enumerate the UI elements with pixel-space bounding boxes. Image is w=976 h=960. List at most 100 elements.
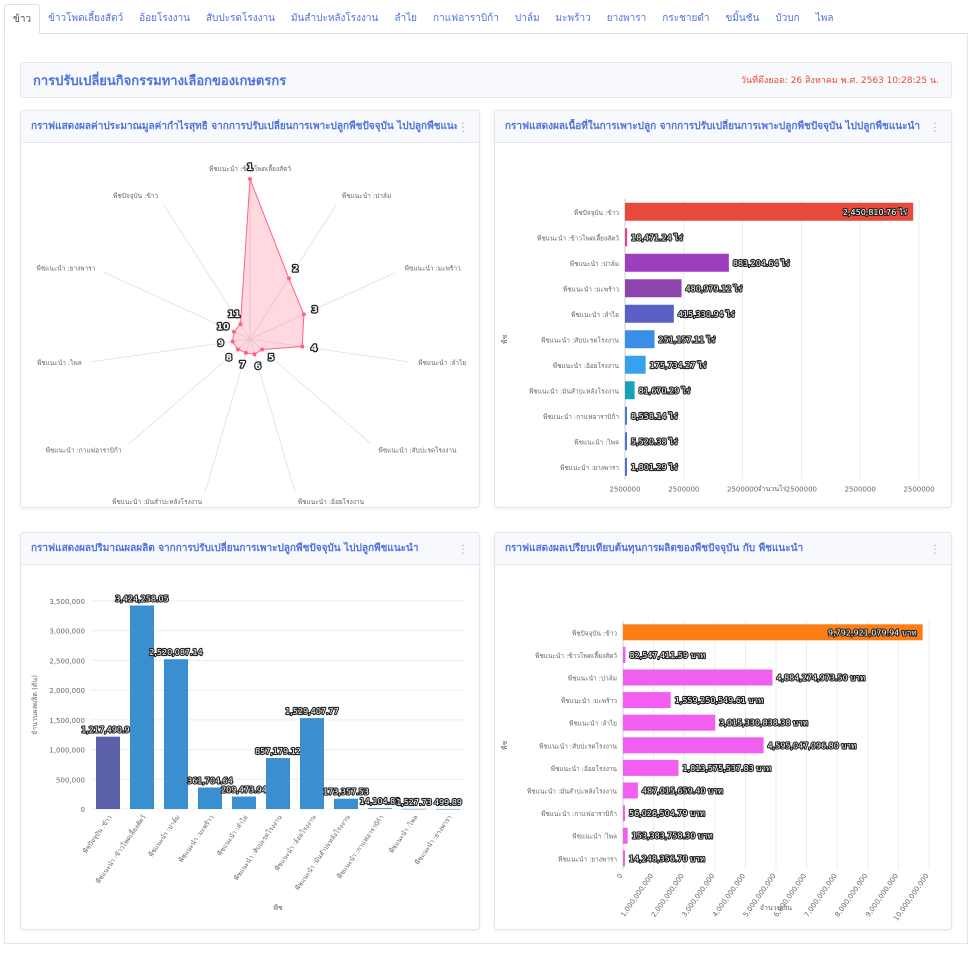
bar xyxy=(625,304,674,323)
tab-6[interactable]: กาแฟอาราบิก้า xyxy=(433,12,499,24)
radar-point xyxy=(235,347,240,352)
bar-value-label: 18,471.24 ไร่ xyxy=(631,233,683,242)
radar-point xyxy=(231,329,236,334)
tab-7[interactable]: ปาล์ม xyxy=(514,12,540,24)
radar-point xyxy=(300,344,305,349)
y-tick-label: พืชแนะนำ :ไพล xyxy=(574,438,619,446)
bar-value-label: 4,884,274,973.50 บาท xyxy=(776,674,865,683)
tab-10[interactable]: กระชายดำ xyxy=(662,12,710,24)
x-tick-label: 1,000,000,000 xyxy=(619,872,655,919)
tab-8[interactable]: มะพร้าว xyxy=(555,12,591,24)
radar-point-label: 2 xyxy=(292,264,298,274)
x-tick-label: 2500000 xyxy=(609,486,640,494)
y-tick-label: พืชแนะนำ :สับปะรดโรงงาน xyxy=(539,742,618,750)
bar xyxy=(625,279,682,298)
radar-point-label: 10 xyxy=(217,323,230,333)
radar-spoke xyxy=(104,272,251,340)
bar xyxy=(625,330,655,349)
tab-11[interactable]: ขมิ้นชัน xyxy=(725,12,760,24)
tab-9[interactable]: ยางพารา xyxy=(606,12,647,24)
bar-value-label: 209,473.94 xyxy=(221,786,267,795)
y-tick-label: 0 xyxy=(81,806,85,814)
bar xyxy=(96,736,120,809)
kebab-menu-icon[interactable]: ⋮ xyxy=(929,541,941,556)
bar-value-label: 3,015,330,838.38 บาท xyxy=(719,719,808,728)
bar xyxy=(623,624,923,641)
y-tick-label: พืชแนะนำ :ไพล xyxy=(572,833,617,841)
radar-axis-label: พืชแนะนำ :มันสำปะหลังโรงงาน xyxy=(112,498,203,506)
y-tick-label: พืชแนะนำ :ปาล์ม xyxy=(568,675,617,683)
y-tick-label: พืชแนะนำ :กาแฟอาราบิก้า xyxy=(541,810,617,818)
x-tick-label: 0 xyxy=(616,872,625,880)
tab-1[interactable]: ข้าวโพดเลี้ยงสัตว์ xyxy=(48,12,124,24)
bar xyxy=(436,808,460,810)
radar-point xyxy=(248,177,252,181)
y-tick-label: พืชแนะนำ :ลำไย xyxy=(569,720,617,728)
content-panel xyxy=(4,34,968,944)
radar-card: กราฟแสดงผลค่าประมาณมูลค่ากำไรสุทธิ จากกา… xyxy=(20,110,480,508)
page-title: การปรับเปลี่ยนกิจกรรมทางเลือกของเกษตรกร xyxy=(33,73,287,89)
last-updated-date: วันที่ดึงยอด: 26 สิงหาคม พ.ศ. 2563 10:28… xyxy=(740,76,939,86)
radar-point xyxy=(243,350,248,355)
radar-spoke xyxy=(249,338,409,363)
area-card-header: กราฟแสดงผลเนื้อที่ในการเพาะปลูก จากการปร… xyxy=(495,111,951,143)
radar-axis-label: พืชแนะนำ :อ้อยโรงงาน xyxy=(298,498,365,506)
tab-0[interactable]: ข้าว xyxy=(4,4,41,34)
bar-value-label: 173,357.53 xyxy=(323,788,369,797)
bar-value-label: 251,157.11 ไร่ xyxy=(659,335,716,344)
bar xyxy=(334,798,358,809)
radar-point-label: 4 xyxy=(311,344,317,354)
y-tick-label: 1,500,000 xyxy=(49,717,85,725)
radar-point xyxy=(230,339,235,344)
kebab-menu-icon[interactable]: ⋮ xyxy=(457,119,469,134)
bar xyxy=(623,669,773,686)
tab-5[interactable]: ลำไย xyxy=(394,12,418,24)
cost-card: กราฟแสดงผลเปรียบเทียบต้นทุนการผลิตของพืช… xyxy=(494,532,952,930)
bar xyxy=(623,850,625,867)
y-axis-title: พืช xyxy=(501,740,509,750)
radar-axis-label: พืชแนะนำ :มะพร้าว xyxy=(405,264,461,272)
y-tick-label: 500,000 xyxy=(56,776,85,784)
area-card: กราฟแสดงผลเนื้อที่ในการเพาะปลูก จากการปร… xyxy=(494,110,952,508)
x-tick-label: พืชแนะนำ :ลำไย xyxy=(216,813,250,857)
kebab-menu-icon[interactable]: ⋮ xyxy=(457,541,469,556)
bar-value-label: 1,559,250,549.61 บาท xyxy=(675,696,764,705)
radar-axis-label: พืชแนะนำ :ไพล xyxy=(37,359,82,367)
bar-value-label: 499.89 xyxy=(434,798,462,807)
y-tick-label: พืชแนะนำ :สับปะรดโรงงาน xyxy=(541,336,620,344)
y-tick-label: พืชแนะนำ :มะพร้าว xyxy=(561,697,617,705)
y-tick-label: 3,000,000 xyxy=(49,628,85,636)
radar-point-label: 6 xyxy=(255,362,261,372)
bar-value-label: 480,979.12 ไร่ xyxy=(686,284,743,293)
tab-2[interactable]: อ้อยโรงงาน xyxy=(139,12,190,24)
bar xyxy=(625,202,914,221)
x-tick-label: พืชแนะนำ :ปาล์ม xyxy=(147,814,182,859)
bar-value-label: 5,520.38 ไร่ xyxy=(631,437,678,446)
bar-value-label: 1,527.73 xyxy=(396,798,432,807)
bar-value-label: 1,529,407.77 xyxy=(285,707,338,716)
bar xyxy=(368,808,392,809)
radar-spoke xyxy=(91,338,251,363)
crop-tabs: ข้าว ข้าวโพดเลี้ยงสัตว์ อ้อยโรงงาน สับปะรดโ… xyxy=(4,4,968,34)
y-tick-label: 1,000,000 xyxy=(49,747,85,755)
y-tick-label: พืชปัจจุบัน :ข้าว xyxy=(572,629,617,637)
kebab-menu-icon[interactable]: ⋮ xyxy=(929,119,941,134)
tab-4[interactable]: มันสำปะหลังโรงงาน xyxy=(290,12,379,24)
bar-value-label: 175,734.27 ไร่ xyxy=(650,361,707,370)
bar xyxy=(198,787,222,809)
bar-value-label: 1,217,490.96 xyxy=(81,726,134,735)
bar xyxy=(300,718,324,809)
y-tick-label: 2,500,000 xyxy=(49,657,85,665)
x-tick-label: 2500000 xyxy=(903,486,934,494)
tab-3[interactable]: สับปะรดโรงงาน xyxy=(205,12,275,24)
bar xyxy=(623,714,716,731)
bar-value-label: 56,026,504.79 บาท xyxy=(629,809,705,818)
tab-12[interactable]: บัวบก xyxy=(775,12,800,24)
radar-point xyxy=(301,312,306,317)
x-tick-label: 2500000 xyxy=(845,486,876,494)
radar-point xyxy=(286,276,291,281)
bar-value-label: 14,104.83 xyxy=(360,797,401,806)
tab-13[interactable]: ไพล xyxy=(815,12,834,24)
x-tick-label: 2500000 xyxy=(786,486,817,494)
bar-value-label: 2,450,810.76 ไร่ xyxy=(843,208,908,217)
